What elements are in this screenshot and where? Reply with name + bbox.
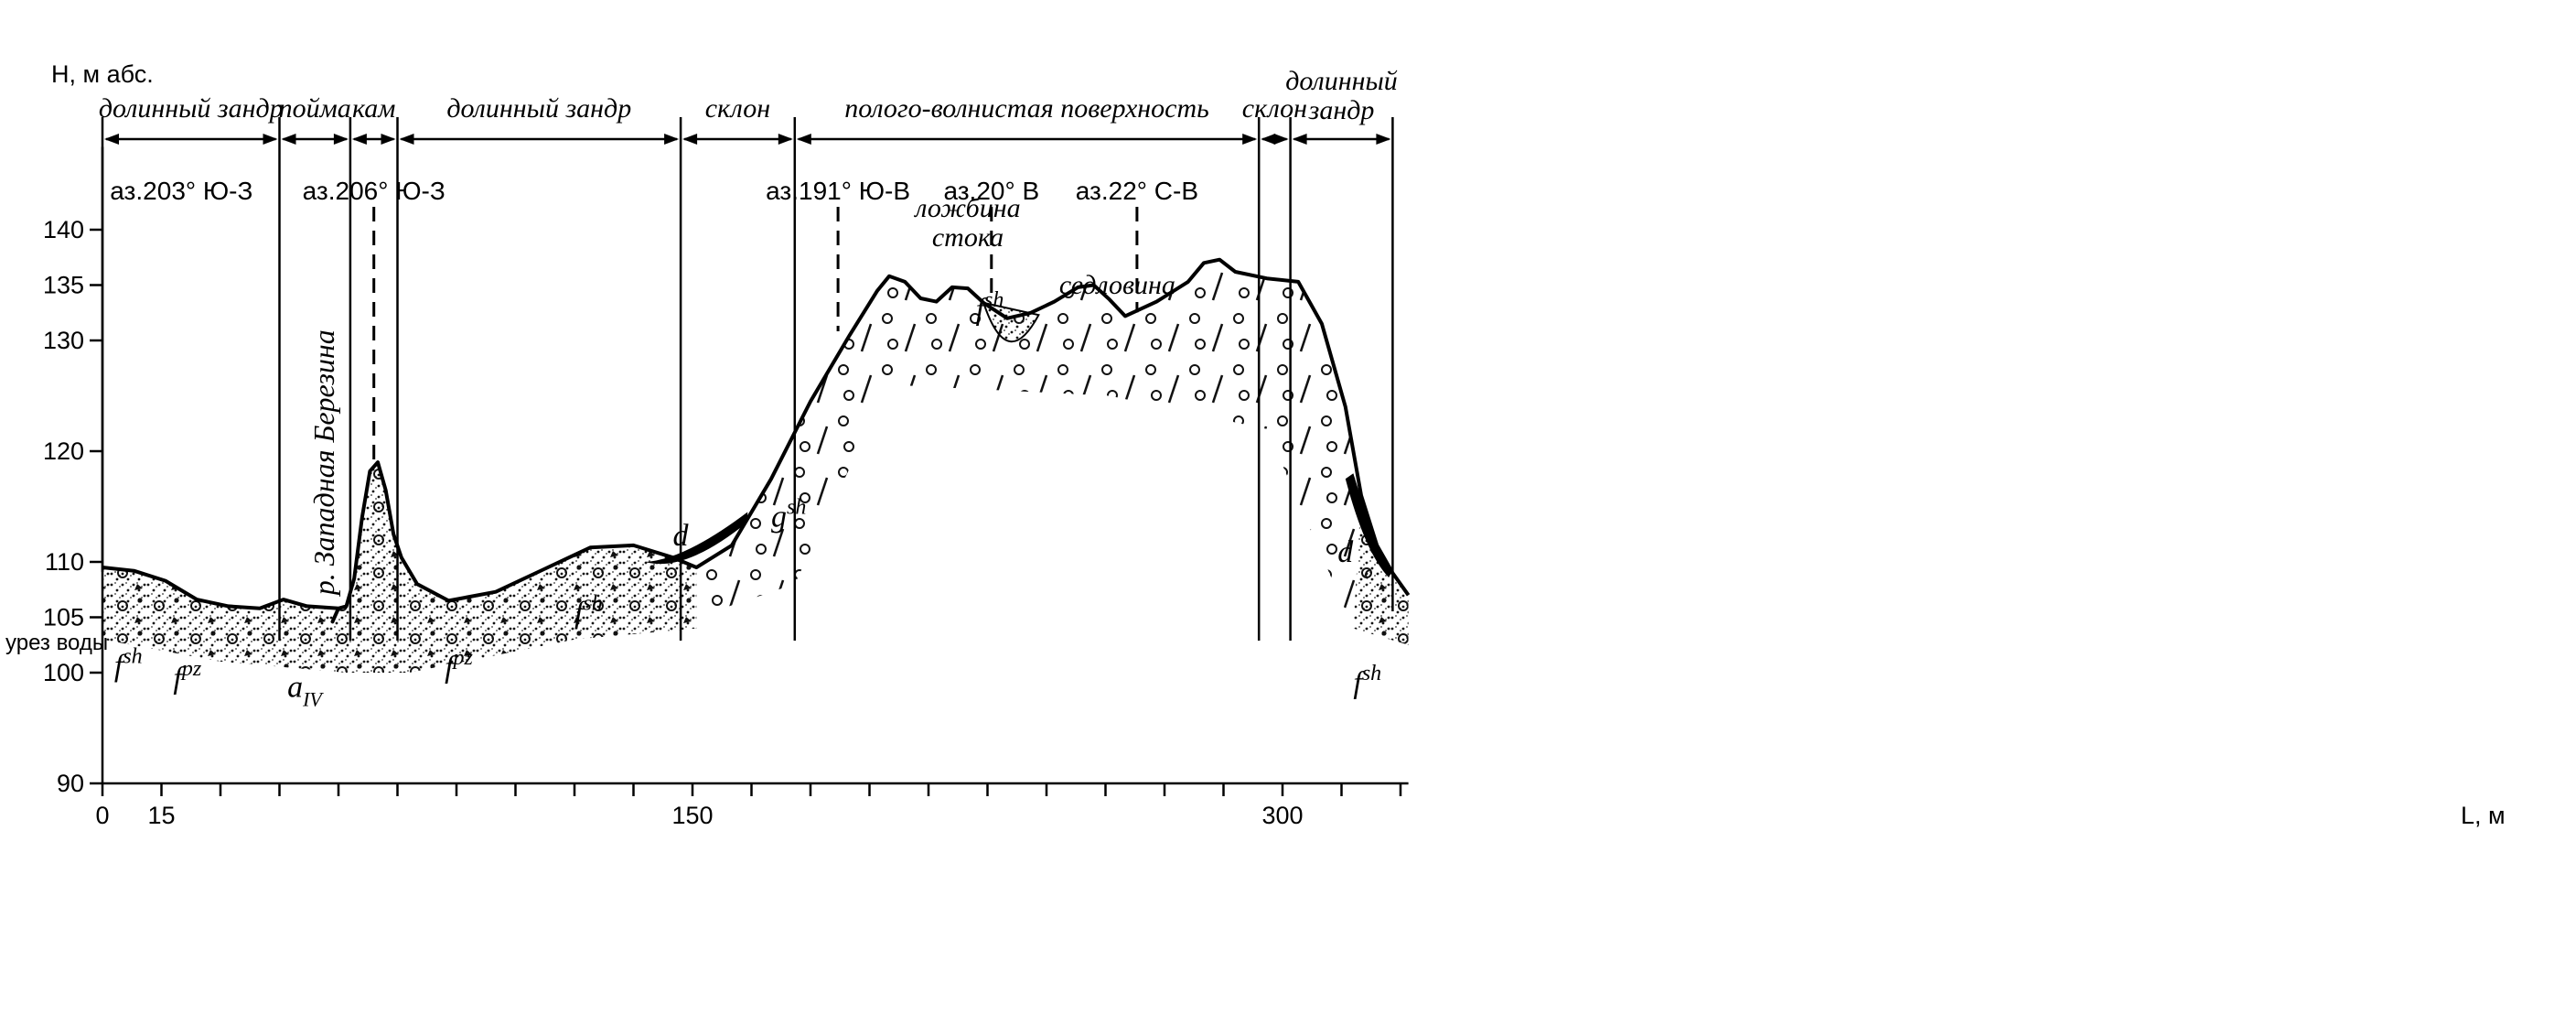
deposit-code: a [287,671,303,705]
deposit-label: aIV [287,671,324,711]
annotation-line: ложбина [913,193,1020,223]
segment-arrowhead-right [263,134,278,145]
y-axis-title: H, м абс. [51,60,154,88]
axes: 90 100 105 110 120 130 135 140 0 15 150 300 [43,146,1409,829]
deposit-label: fsh [1353,662,1381,700]
azimuth-label: аз.203° Ю-З [110,177,252,205]
segment-arrowhead-left [1292,134,1307,145]
segment-label-line: долинный зандр [99,93,284,124]
segment-label: склон [705,93,770,124]
y-tick-label: 100 [43,659,84,686]
profile-line-group [102,257,1411,624]
annotation-label: ложбина стока [913,193,1020,253]
deposit-fills [102,259,1409,673]
deposit-label: d [1337,535,1354,569]
segment-label-line: полого-волнистая поверхность [844,93,1209,124]
azimuth-label: аз.22° С-В [1076,177,1198,205]
x-tick-label: 300 [1261,802,1303,829]
river-label: р. Западная Березина [307,329,340,597]
water-level-label: урез воды [5,631,108,655]
deposit-code: d [1337,535,1354,569]
y-tick-label: 120 [43,437,84,465]
deposit-label: fsh [114,645,143,684]
deposit-subscript: IV [302,688,324,711]
segment-boundaries [101,117,1394,641]
glacial-deposit-fill [696,259,1378,629]
profile-line [102,257,1411,624]
segment-arrowhead-left [281,134,296,145]
x-tick-label: 150 [671,802,713,829]
segment-label: кам [352,93,395,124]
segment-label: полого-волнистая поверхность [844,93,1209,124]
deposit-superscript: pz [452,646,474,670]
deposit-code: g [771,500,787,534]
deposit-label: d [673,519,690,553]
deposit-superscript: sh [1362,662,1381,685]
segment-label-line: кам [352,93,395,124]
segment-label-line: долинный зандр [446,93,631,124]
deposit-code: d [673,519,690,553]
segment-label-line: долинный [1285,66,1398,96]
segment-arrowhead-left [1261,134,1276,145]
deposit-superscript: pz [180,657,202,681]
segment-label-line: зандр [1308,95,1375,125]
deluvial-wedge-left [645,512,748,565]
segment-label-line: пойма [279,93,351,124]
x-tick-label: 0 [95,802,109,829]
azimuth-label: аз.191° Ю-В [766,177,910,205]
deposit-superscript: sh [787,495,806,519]
segment-arrowhead-right [1273,134,1289,145]
segment-arrowhead-left [796,134,811,145]
deposit-superscript: sh [984,288,1004,312]
deposit-superscript: sh [123,645,142,669]
segment-arrowhead-right [664,134,680,145]
deposit-label: fpz [445,646,473,685]
segment-label: склон [1242,93,1307,124]
y-tick-label: 110 [45,548,84,576]
deposit-label: gsh [771,495,806,534]
deposit-label: fpz [173,657,201,696]
y-tick-label: 90 [57,770,84,797]
segment-label-line: склон [1242,93,1307,124]
deluvial-wedge-right [1345,473,1393,577]
azimuth-label: аз.206° Ю-З [303,177,445,205]
annotation-label: седловина [1059,270,1175,300]
azimuth-label: аз.20° В [943,177,1039,205]
segment-label: долинный зандр [1285,66,1398,125]
segment-arrowhead-right [1376,134,1391,145]
annotation-line: седловина [1059,270,1175,300]
segment-arrowhead-left [682,134,698,145]
deposit-superscript: sh [583,592,602,616]
y-tick-label: 140 [43,216,84,243]
segment-arrowhead-left [351,134,367,145]
y-tick-label: 130 [43,327,84,354]
segment-arrowhead-right [381,134,396,145]
segment-label-line: склон [705,93,770,124]
y-tick-label: 105 [43,604,84,631]
fluvioglacial-deposit-fill-left [102,462,697,673]
segment-arrowhead-right [333,134,349,145]
segment-arrowhead-left [104,134,119,145]
y-tick-label: 135 [43,272,84,299]
segment-label: долинный зандр [446,93,631,124]
annotation-line: стока [932,222,1004,253]
segment-label: пойма [279,93,351,124]
segment-arrowhead-left [399,134,414,145]
segment-label: долинный зандр [99,93,284,124]
x-axis-title: L, м [2461,802,2506,829]
segment-arrowhead-right [1242,134,1258,145]
segment-arrowhead-right [778,134,793,145]
x-tick-label: 15 [147,802,175,829]
